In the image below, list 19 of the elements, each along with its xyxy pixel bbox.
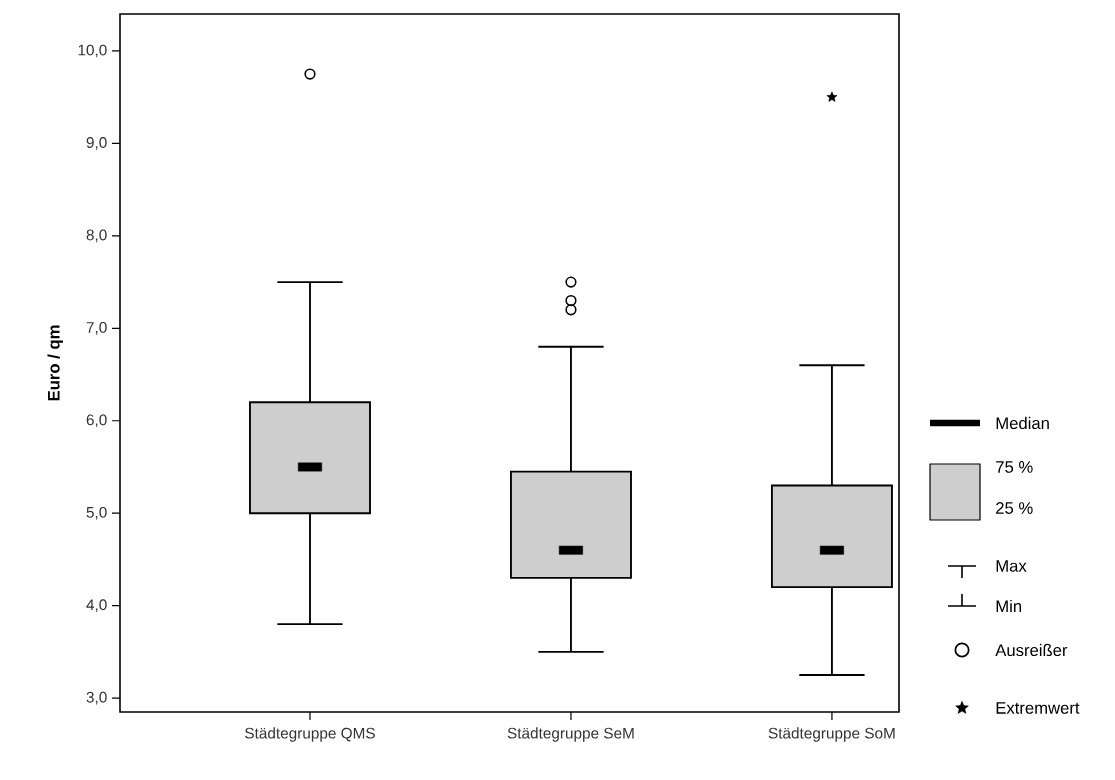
y-tick-label: 3,0 [86,691,107,705]
text: Max [996,560,1027,572]
text: Min [996,599,1022,613]
y-tick-label: 6,0 [86,414,107,428]
y-axis-title: Euro / qm [47,325,63,401]
y-tick-label: 8,0 [86,229,107,243]
text: Median [996,416,1049,430]
y-tick-label: 5,0 [86,506,107,520]
y-tick-label: 10,0 [78,44,107,58]
legend-label: Extremwert [996,702,1080,714]
text: 75 % [996,461,1033,473]
x-tick-label: Städtegruppe SeM [507,727,634,742]
y-tick-label: 7,0 [86,321,107,335]
y-tick-label: 4,0 [86,599,107,613]
text: 25 % [996,502,1033,514]
x-tick-label: Städtegruppe QMS [245,727,375,742]
y-tick-label: 9,0 [86,137,107,150]
legend-label: Ausreißer [995,643,1068,657]
x-tick-label: Städtegruppe SoM [768,727,895,742]
